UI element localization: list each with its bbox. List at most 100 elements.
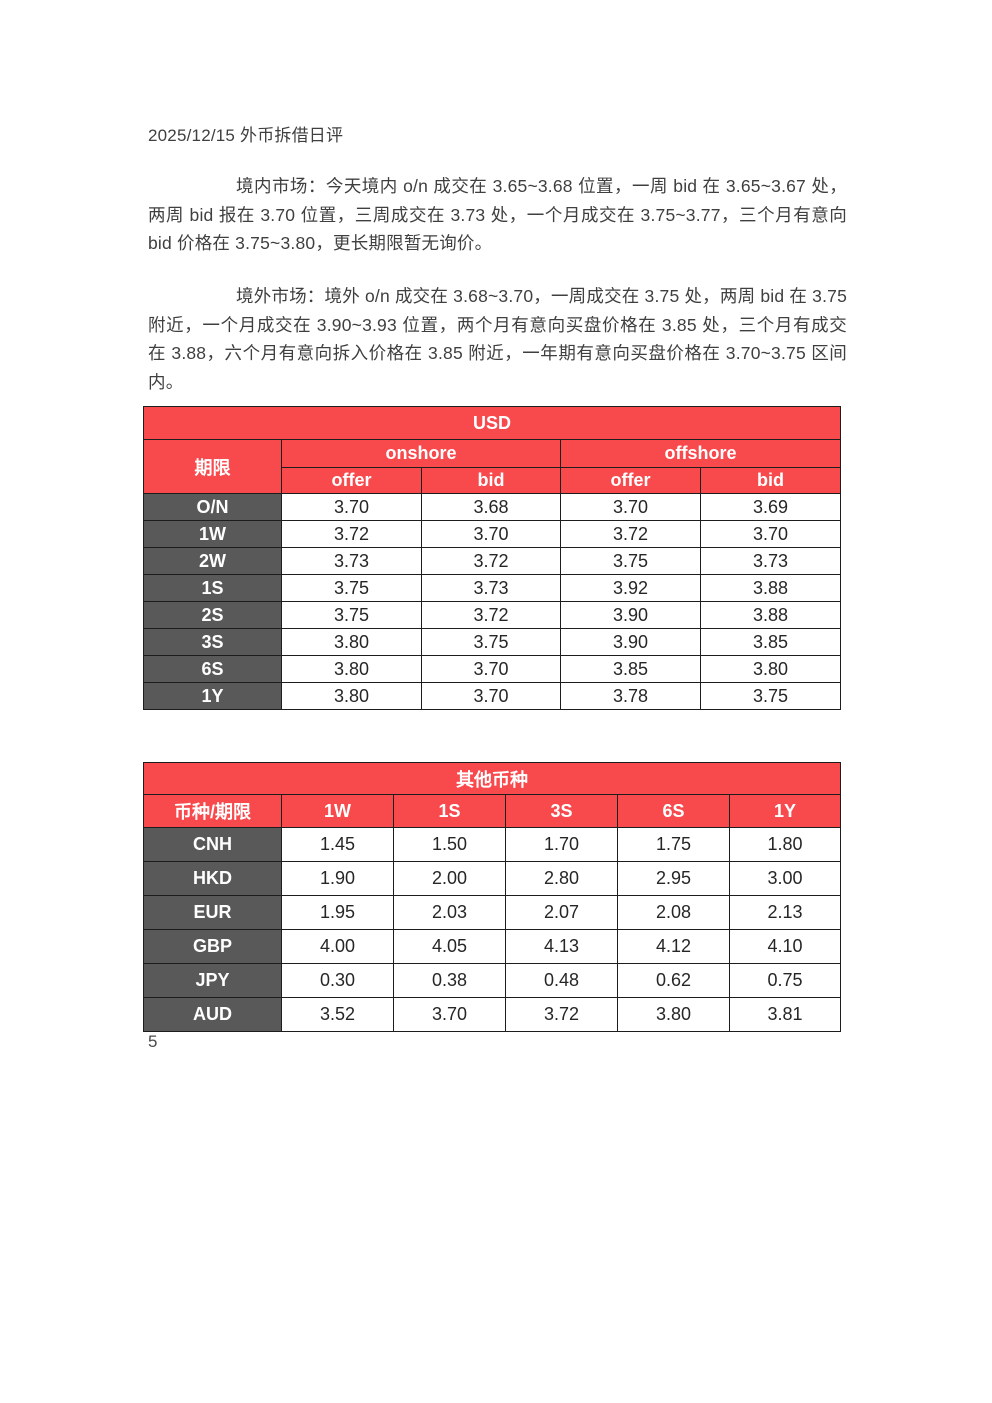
rate-cell: 3.85 (560, 655, 701, 683)
col-header-1s: 1S (393, 794, 506, 828)
usd-table-sub-header-row: offer bid offer bid (144, 467, 842, 494)
rate-cell: 3.90 (560, 628, 701, 656)
rate-cell: 2.03 (393, 895, 506, 930)
usd-table-title: USD (142, 406, 842, 440)
rate-cell: 3.70 (421, 655, 561, 683)
rate-cell: 2.08 (617, 895, 730, 930)
rate-cell: 3.70 (699, 520, 842, 548)
rate-cell: 3.69 (699, 493, 842, 521)
rate-cell: 3.72 (560, 520, 701, 548)
rate-cell: 3.80 (281, 628, 422, 656)
offshore-bid-header: bid (699, 467, 842, 494)
table-row: 2S 3.75 3.72 3.90 3.88 (143, 601, 842, 629)
term-cell: 1Y (143, 682, 282, 710)
rate-cell: 3.75 (699, 682, 842, 710)
rate-cell: 3.70 (421, 520, 561, 548)
rate-cell: 3.90 (560, 601, 701, 629)
rate-cell: 4.00 (281, 929, 394, 964)
rate-cell: 4.12 (617, 929, 730, 964)
rate-cell: 3.72 (281, 520, 422, 548)
rate-cell: 3.80 (281, 655, 422, 683)
term-cell: 2W (143, 547, 282, 575)
currency-term-corner-header: 币种/期限 (143, 794, 282, 828)
rate-cell: 3.75 (421, 628, 561, 656)
rate-cell: 0.75 (728, 963, 842, 998)
offshore-offer-header: offer (560, 467, 701, 494)
rate-cell: 1.45 (281, 827, 394, 862)
rate-cell: 2.00 (393, 861, 506, 896)
col-header-1w: 1W (281, 794, 394, 828)
rate-cell: 3.70 (281, 493, 422, 521)
rate-cell: 3.68 (421, 493, 561, 521)
usd-rates-table: USD 期限 onshore offshore offer bid offer … (142, 406, 842, 710)
term-cell: 1W (143, 520, 282, 548)
term-cell: 2S (143, 601, 282, 629)
rate-cell: 0.62 (617, 963, 730, 998)
rate-cell: 1.95 (281, 895, 394, 930)
rate-cell: 3.70 (393, 997, 506, 1032)
table-row: EUR 1.95 2.03 2.07 2.08 2.13 (143, 895, 842, 930)
rate-cell: 3.88 (699, 601, 842, 629)
table-row: 1Y 3.80 3.70 3.78 3.75 (143, 682, 842, 710)
rate-cell: 4.13 (505, 929, 618, 964)
onshore-group-header: onshore (281, 439, 561, 468)
onshore-bid-header: bid (421, 467, 561, 494)
table-row: 1S 3.75 3.73 3.92 3.88 (143, 574, 842, 602)
other-table-title: 其他币种 (142, 762, 842, 795)
col-header-1y: 1Y (728, 794, 842, 828)
col-header-6s: 6S (617, 794, 730, 828)
rate-cell: 3.73 (421, 574, 561, 602)
rate-cell: 1.50 (393, 827, 506, 862)
table-row: 2W 3.73 3.72 3.75 3.73 (143, 547, 842, 575)
rate-cell: 3.92 (560, 574, 701, 602)
term-cell: 6S (143, 655, 282, 683)
rate-cell: 3.75 (560, 547, 701, 575)
term-cell: 3S (143, 628, 282, 656)
page-number: 5 (148, 1032, 158, 1051)
table-row: GBP 4.00 4.05 4.13 4.12 4.10 (143, 929, 842, 964)
rate-cell: 3.72 (505, 997, 618, 1032)
table-row: 6S 3.80 3.70 3.85 3.80 (143, 655, 842, 683)
term-cell: O/N (143, 493, 282, 521)
paragraph-domestic-market: 境内市场：今天境内 o/n 成交在 3.65~3.68 位置，一周 bid 在 … (148, 176, 847, 253)
rate-cell: 4.05 (393, 929, 506, 964)
rate-cell: 3.75 (281, 601, 422, 629)
rate-cell: 3.52 (281, 997, 394, 1032)
rate-cell: 1.75 (617, 827, 730, 862)
rate-cell: 3.80 (699, 655, 842, 683)
currency-cell: GBP (143, 929, 282, 964)
rate-cell: 3.80 (617, 997, 730, 1032)
table-row: AUD 3.52 3.70 3.72 3.80 3.81 (143, 997, 842, 1032)
other-table-header-row: 币种/期限 1W 1S 3S 6S 1Y (143, 794, 842, 828)
paragraph-offshore-market: 境外市场：境外 o/n 成交在 3.68~3.70，一周成交在 3.75 处，两… (148, 286, 847, 392)
rate-cell: 2.80 (505, 861, 618, 896)
rate-cell: 3.81 (728, 997, 842, 1032)
rate-cell: 2.07 (505, 895, 618, 930)
other-currencies-table: 其他币种 币种/期限 1W 1S 3S 6S 1Y CNH 1.45 1.50 … (142, 762, 842, 1032)
rate-cell: 0.48 (505, 963, 618, 998)
rate-cell: 3.85 (699, 628, 842, 656)
rate-cell: 2.13 (728, 895, 842, 930)
rate-cell: 3.73 (281, 547, 422, 575)
rate-cell: 1.90 (281, 861, 394, 896)
table-row: CNH 1.45 1.50 1.70 1.75 1.80 (143, 827, 842, 862)
currency-cell: AUD (143, 997, 282, 1032)
onshore-offer-header: offer (281, 467, 422, 494)
usd-table-group-header-row: 期限 onshore offshore (143, 439, 842, 494)
table-row: HKD 1.90 2.00 2.80 2.95 3.00 (143, 861, 842, 896)
col-header-3s: 3S (505, 794, 618, 828)
rate-cell: 3.72 (421, 601, 561, 629)
currency-cell: HKD (143, 861, 282, 896)
table-row: 1W 3.72 3.70 3.72 3.70 (143, 520, 842, 548)
usd-table-title-row: USD (142, 406, 842, 440)
rate-cell: 3.75 (281, 574, 422, 602)
rate-cell: 3.70 (421, 682, 561, 710)
rate-cell: 3.73 (699, 547, 842, 575)
term-cell: 1S (143, 574, 282, 602)
rate-cell: 3.88 (699, 574, 842, 602)
rate-cell: 3.78 (560, 682, 701, 710)
rate-cell: 1.70 (505, 827, 618, 862)
offshore-group-header: offshore (559, 439, 842, 468)
rate-cell: 3.80 (281, 682, 422, 710)
table-row: O/N 3.70 3.68 3.70 3.69 (143, 493, 842, 521)
